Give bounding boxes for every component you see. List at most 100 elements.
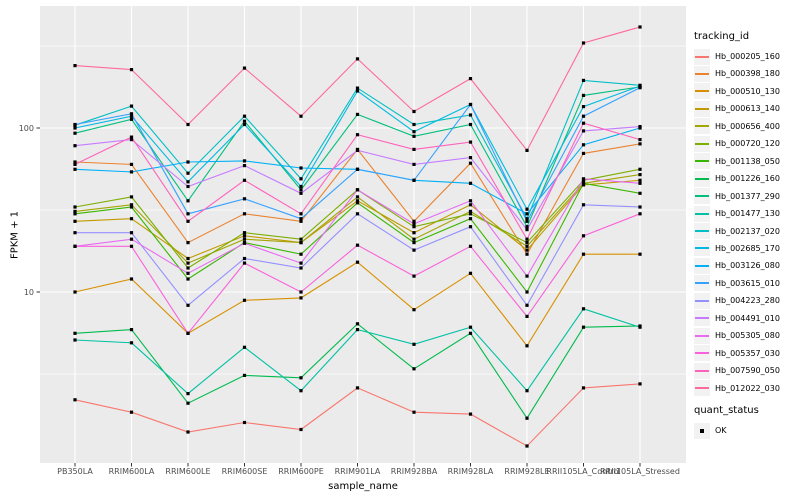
data-point xyxy=(468,161,473,165)
data-point xyxy=(525,217,529,221)
data-point xyxy=(468,325,473,329)
data-point xyxy=(412,241,416,245)
data-point xyxy=(412,162,416,166)
data-point xyxy=(242,66,247,70)
data-point xyxy=(242,256,247,261)
data-point xyxy=(355,322,360,326)
legend-key xyxy=(694,100,710,117)
data-point xyxy=(129,328,134,332)
data-point xyxy=(468,217,473,221)
legend-key-line-icon xyxy=(695,369,709,372)
legend-entry-label: Hb_012022_030 xyxy=(715,383,780,393)
legend-key xyxy=(694,205,710,222)
data-point xyxy=(299,212,303,216)
data-point xyxy=(525,148,529,152)
chart-panel xyxy=(40,6,686,463)
legend-key-line-icon xyxy=(695,107,709,110)
legend-key-line-icon xyxy=(695,247,709,250)
data-point xyxy=(186,331,190,335)
legend-key xyxy=(694,65,710,82)
data-point xyxy=(412,367,416,371)
data-point xyxy=(581,114,586,118)
legend-entry-label: Hb_003615_010 xyxy=(715,278,780,288)
data-point xyxy=(299,296,303,300)
data-point xyxy=(468,203,473,207)
data-point xyxy=(468,122,473,127)
legend-key-line-icon xyxy=(695,90,709,93)
data-point xyxy=(525,303,529,307)
data-point xyxy=(299,217,303,221)
data-point xyxy=(242,237,247,241)
data-point xyxy=(242,234,247,238)
legend-key-line-icon xyxy=(695,177,709,180)
legend-key xyxy=(694,48,710,65)
data-point xyxy=(73,244,77,248)
data-point xyxy=(242,231,247,235)
data-point xyxy=(129,68,134,72)
x-tick-label: RRII105LA_Control xyxy=(546,467,620,476)
data-point xyxy=(638,125,642,129)
legend-entry-label: Hb_001377_290 xyxy=(715,191,780,201)
data-point xyxy=(355,167,360,171)
legend-key xyxy=(694,153,710,170)
data-point xyxy=(299,177,303,181)
x-tick-label: PB350LA xyxy=(57,467,93,476)
legend-entry-label: Hb_004491_010 xyxy=(715,313,780,323)
data-point xyxy=(186,392,190,396)
legend-entry-label: Hb_007590_050 xyxy=(715,366,780,376)
data-point xyxy=(186,122,190,127)
legend-entry-Hb_005305_080: Hb_005305_080 xyxy=(694,327,780,344)
legend-key xyxy=(694,362,710,379)
data-point xyxy=(525,444,529,448)
data-point xyxy=(73,212,77,216)
data-point xyxy=(129,135,134,139)
legend-key xyxy=(694,118,710,135)
data-point xyxy=(129,237,134,241)
data-point xyxy=(242,159,247,163)
legend-entry-Hb_000720_120: Hb_000720_120 xyxy=(694,135,780,152)
legend-key xyxy=(694,275,710,292)
legend-key-line-icon xyxy=(695,352,709,355)
data-point xyxy=(186,430,190,434)
legend-entry-Hb_003615_010: Hb_003615_010 xyxy=(694,275,780,292)
data-point xyxy=(525,389,529,393)
data-point xyxy=(242,345,247,349)
data-point xyxy=(355,260,360,264)
legend-entry-Hb_004491_010: Hb_004491_010 xyxy=(694,310,780,327)
legend-key xyxy=(694,83,710,100)
data-point xyxy=(355,195,360,199)
data-point xyxy=(186,261,190,265)
data-point xyxy=(525,416,529,420)
data-point xyxy=(468,412,473,416)
quant-status-legend-title: quant_status xyxy=(694,405,759,416)
legend-entry-Hb_001226_160: Hb_001226_160 xyxy=(694,170,780,187)
data-point xyxy=(468,212,473,216)
data-point xyxy=(242,119,247,123)
data-point xyxy=(581,121,586,125)
data-point xyxy=(186,160,190,164)
legend-key-line-icon xyxy=(695,299,709,302)
data-point xyxy=(299,389,303,393)
data-point xyxy=(638,325,642,329)
data-point xyxy=(186,256,190,261)
data-point xyxy=(242,261,247,265)
data-point xyxy=(581,307,586,311)
legend-key-line-icon xyxy=(695,264,709,267)
quant-status-key xyxy=(694,422,710,439)
data-point xyxy=(186,212,190,216)
data-point xyxy=(186,199,190,203)
data-point xyxy=(299,237,303,241)
data-point xyxy=(638,212,642,216)
legend-key-line-icon xyxy=(695,160,709,163)
legend-entry-label: Hb_000205_160 xyxy=(715,52,780,61)
data-point xyxy=(412,342,416,346)
tracking-id-legend-title: tracking_id xyxy=(694,31,750,42)
data-point xyxy=(468,225,473,229)
data-point xyxy=(581,203,586,207)
data-point xyxy=(355,243,360,247)
data-point xyxy=(525,207,529,211)
legend-entry-Hb_005357_030: Hb_005357_030 xyxy=(694,345,780,362)
data-point xyxy=(581,181,586,185)
data-point xyxy=(638,142,642,146)
data-point xyxy=(525,241,529,245)
